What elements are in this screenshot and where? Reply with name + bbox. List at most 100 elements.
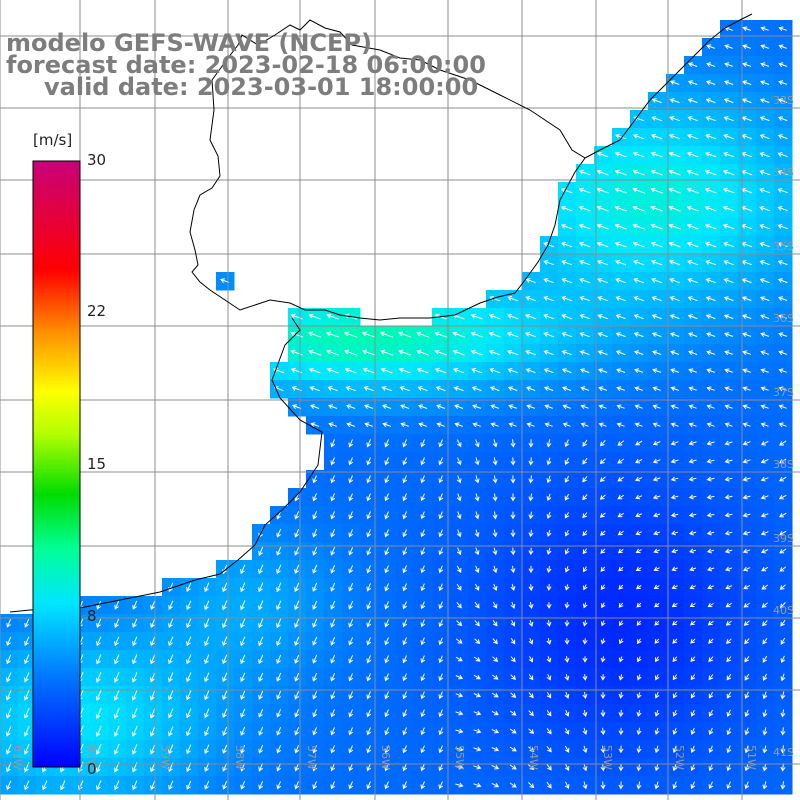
- wind-arrow: [582, 457, 588, 465]
- wind-arrow: [186, 618, 192, 629]
- wind-arrow: [762, 709, 768, 718]
- wind-arrow: [561, 241, 573, 248]
- wind-arrow: [402, 745, 408, 754]
- wind-arrow: [668, 169, 681, 176]
- wind-arrow: [580, 404, 589, 410]
- wind-arrow: [760, 314, 770, 320]
- wind-arrow: [346, 404, 356, 410]
- wind-arrow: [546, 457, 552, 466]
- wind-arrow: [651, 277, 663, 284]
- wind-arrow: [454, 404, 464, 410]
- wind-arrow: [402, 529, 408, 538]
- wind-arrow: [490, 422, 499, 428]
- wind-arrow: [762, 781, 768, 790]
- wind-arrow: [546, 439, 552, 448]
- latitude-labels: 33S 34S 35S 36S 37S 38S 39S 40S 41S: [773, 94, 794, 759]
- wind-arrow: [402, 511, 408, 520]
- wind-arrow: [276, 564, 282, 575]
- wind-arrow: [724, 44, 733, 50]
- wind-arrow: [492, 565, 498, 574]
- wind-arrow: [344, 349, 358, 356]
- wind-arrow: [490, 404, 500, 410]
- wind-arrow: [312, 618, 318, 628]
- wind-arrow: [600, 638, 606, 645]
- wind-arrow: [668, 259, 681, 266]
- wind-arrow: [614, 151, 627, 158]
- wind-arrow: [96, 636, 102, 647]
- wind-arrow: [777, 224, 788, 230]
- wind-arrow: [308, 331, 322, 338]
- wind-arrow: [276, 763, 282, 772]
- latitude-label: 38S: [773, 458, 794, 471]
- wind-arrow: [601, 602, 606, 609]
- wind-arrow: [704, 205, 717, 212]
- wind-arrow: [95, 689, 102, 701]
- wind-arrow: [778, 512, 787, 518]
- wind-arrow: [222, 618, 228, 629]
- wind-arrow: [582, 638, 588, 645]
- wind-arrow: [435, 386, 446, 392]
- wind-arrow: [670, 422, 679, 428]
- wind-arrow: [438, 655, 444, 664]
- wind-arrow: [759, 260, 770, 266]
- wind-arrow: [366, 709, 372, 718]
- wind-arrow: [149, 708, 156, 719]
- wind-arrow: [400, 422, 409, 428]
- wind-arrow: [707, 584, 715, 590]
- wind-arrow: [546, 781, 552, 789]
- wind-arrow: [384, 763, 390, 772]
- wind-arrow: [438, 565, 444, 574]
- wind-arrow: [762, 745, 768, 754]
- wind-arrow: [760, 422, 769, 428]
- wind-arrow: [438, 691, 444, 700]
- wind-arrow: [384, 781, 390, 790]
- wind-arrow: [384, 637, 390, 646]
- wind-arrow: [600, 566, 606, 572]
- wind-arrow: [597, 277, 609, 284]
- wind-arrow: [240, 582, 246, 593]
- wind-arrow: [528, 619, 534, 627]
- wind-arrow: [366, 565, 372, 574]
- wind-arrow: [60, 780, 66, 791]
- wind-arrow: [689, 566, 697, 572]
- wind-arrow: [742, 458, 751, 464]
- wind-arrow: [617, 476, 625, 482]
- wind-arrow: [723, 260, 734, 266]
- latitude-label: 39S: [773, 532, 794, 545]
- wind-arrow: [546, 529, 552, 538]
- wind-arrow: [204, 582, 210, 593]
- wind-arrow: [582, 602, 588, 609]
- wind-arrow: [561, 368, 572, 374]
- wind-arrow: [725, 566, 733, 572]
- wind-arrow: [402, 583, 408, 592]
- wind-arrow: [312, 582, 318, 592]
- wind-arrow: [564, 547, 570, 555]
- wind-arrow: [650, 241, 663, 248]
- wind-arrow: [760, 80, 770, 86]
- wind-arrow: [348, 727, 354, 736]
- wind-arrow: [706, 62, 716, 68]
- wind-arrow: [456, 475, 462, 484]
- wind-arrow: [258, 726, 264, 736]
- wind-arrow: [327, 386, 338, 392]
- wind-arrow: [150, 780, 156, 791]
- wind-arrow: [780, 727, 786, 736]
- wind-arrow: [635, 512, 643, 518]
- wind-arrow: [149, 726, 156, 737]
- wind-arrow: [294, 709, 300, 718]
- wind-arrow: [688, 530, 697, 536]
- wind-arrow: [582, 494, 588, 501]
- wind-arrow: [240, 781, 246, 790]
- wind-arrow: [222, 708, 228, 719]
- wind-arrow: [510, 547, 516, 556]
- wind-arrow: [706, 440, 715, 446]
- wind-arrow: [686, 223, 699, 230]
- wind-arrow: [294, 763, 300, 772]
- wind-arrow: [366, 529, 372, 538]
- wind-arrow: [652, 368, 662, 374]
- wind-arrow: [186, 780, 192, 790]
- wind-arrow: [473, 656, 481, 662]
- wind-arrow: [366, 547, 372, 556]
- wind-arrow: [724, 494, 733, 500]
- wind-arrow: [472, 404, 482, 410]
